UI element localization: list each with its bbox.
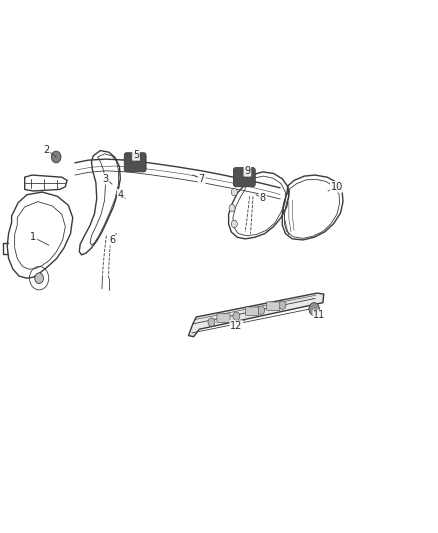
Text: 12: 12: [230, 321, 243, 331]
Circle shape: [51, 151, 61, 163]
Circle shape: [279, 301, 286, 309]
Circle shape: [231, 188, 237, 196]
Text: 3: 3: [102, 174, 109, 184]
Text: 4: 4: [118, 190, 124, 200]
Text: 1: 1: [30, 232, 36, 243]
FancyBboxPatch shape: [246, 307, 259, 316]
Circle shape: [229, 204, 235, 212]
Polygon shape: [188, 293, 324, 337]
Circle shape: [208, 318, 215, 326]
Circle shape: [231, 220, 237, 228]
FancyBboxPatch shape: [217, 314, 230, 322]
FancyBboxPatch shape: [267, 302, 280, 310]
Text: 2: 2: [43, 144, 49, 155]
Text: 8: 8: [260, 193, 266, 204]
Text: 5: 5: [133, 150, 139, 160]
Circle shape: [35, 273, 43, 284]
Text: 7: 7: [198, 174, 205, 184]
Circle shape: [258, 306, 265, 314]
Text: 9: 9: [244, 166, 251, 176]
Circle shape: [309, 303, 319, 316]
Text: 10: 10: [331, 182, 343, 192]
FancyBboxPatch shape: [233, 167, 255, 187]
FancyBboxPatch shape: [124, 153, 146, 172]
Circle shape: [233, 312, 240, 320]
Text: 11: 11: [313, 310, 325, 320]
Text: 6: 6: [109, 235, 115, 245]
